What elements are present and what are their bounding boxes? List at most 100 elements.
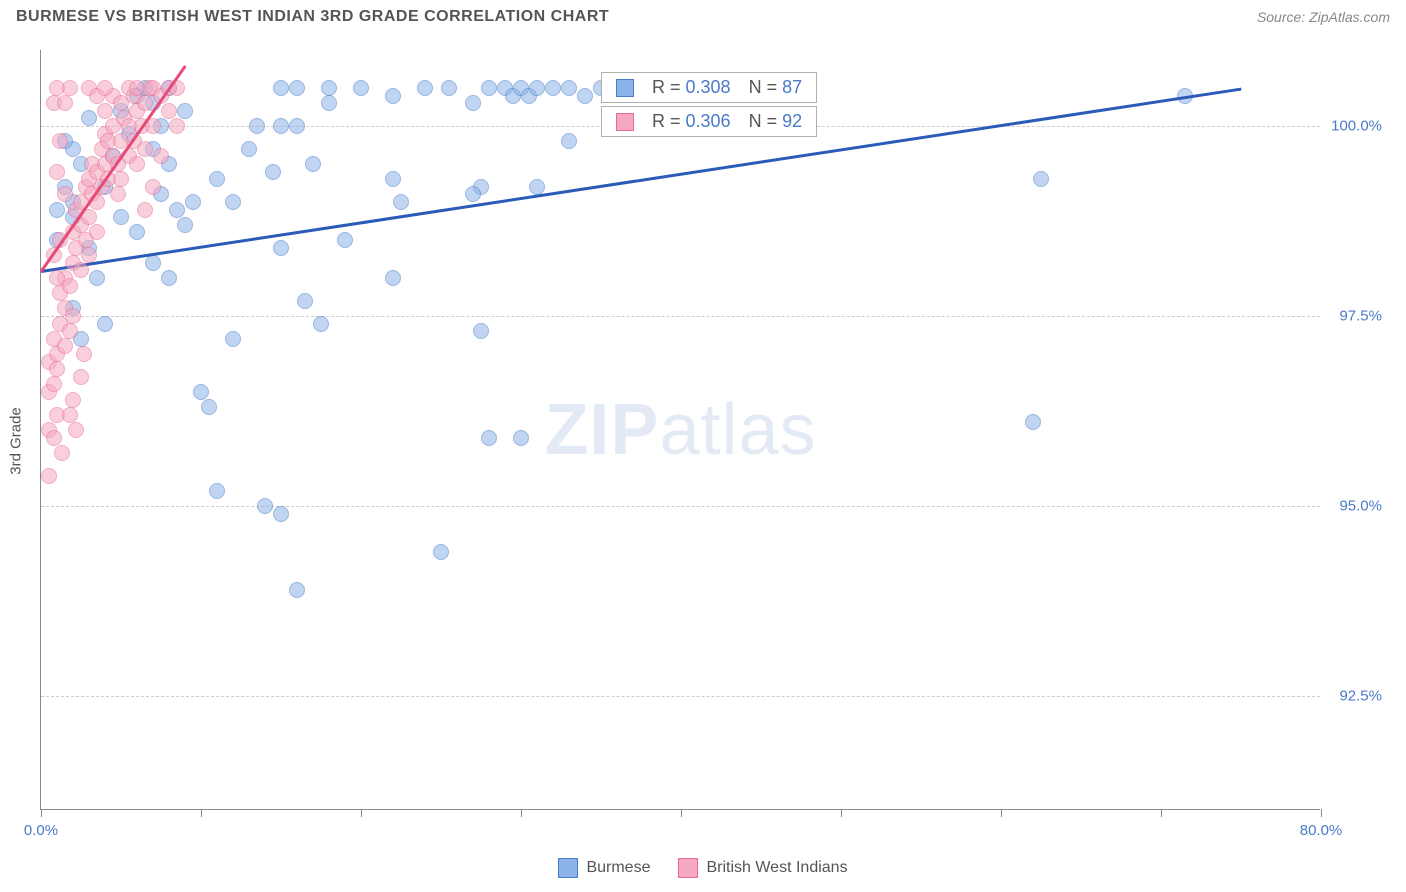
- scatter-point: [209, 171, 225, 187]
- scatter-point: [529, 179, 545, 195]
- scatter-point: [73, 262, 89, 278]
- scatter-point: [177, 217, 193, 233]
- scatter-point: [417, 80, 433, 96]
- x-tick-label: 80.0%: [1300, 822, 1343, 839]
- legend-item: Burmese: [558, 858, 650, 878]
- scatter-point: [137, 141, 153, 157]
- scatter-point: [273, 118, 289, 134]
- scatter-point: [97, 80, 113, 96]
- stats-box: R = 0.306 N = 92: [601, 106, 817, 137]
- scatter-point: [305, 156, 321, 172]
- scatter-point: [169, 202, 185, 218]
- scatter-point: [113, 209, 129, 225]
- scatter-point: [137, 95, 153, 111]
- scatter-point: [161, 270, 177, 286]
- scatter-point: [385, 270, 401, 286]
- gridline: [41, 316, 1320, 317]
- scatter-point: [473, 323, 489, 339]
- scatter-point: [465, 95, 481, 111]
- scatter-point: [1033, 171, 1049, 187]
- scatter-point: [49, 270, 65, 286]
- scatter-point: [209, 483, 225, 499]
- scatter-point: [385, 171, 401, 187]
- y-tick-label: 97.5%: [1339, 308, 1382, 325]
- scatter-point: [353, 80, 369, 96]
- legend-swatch: [616, 79, 634, 97]
- scatter-point: [97, 103, 113, 119]
- x-tick: [1161, 809, 1162, 817]
- x-tick: [1001, 809, 1002, 817]
- watermark: ZIPatlas: [544, 389, 816, 471]
- y-tick-label: 92.5%: [1339, 688, 1382, 705]
- scatter-point: [145, 255, 161, 271]
- legend-swatch: [558, 858, 578, 878]
- scatter-point: [89, 224, 105, 240]
- scatter-point: [81, 247, 97, 263]
- chart-container: ZIPatlas 92.5%95.0%97.5%100.0%0.0%80.0%R…: [40, 40, 1390, 842]
- scatter-point: [81, 110, 97, 126]
- y-tick-label: 95.0%: [1339, 498, 1382, 515]
- scatter-point: [161, 103, 177, 119]
- scatter-point: [62, 80, 78, 96]
- scatter-point: [54, 445, 70, 461]
- legend-item: British West Indians: [678, 858, 847, 878]
- x-tick: [1321, 809, 1322, 817]
- scatter-point: [57, 338, 73, 354]
- scatter-point: [129, 156, 145, 172]
- scatter-point: [41, 468, 57, 484]
- chart-title: BURMESE VS BRITISH WEST INDIAN 3RD GRADE…: [16, 8, 609, 26]
- scatter-point: [297, 293, 313, 309]
- scatter-point: [46, 430, 62, 446]
- x-tick: [521, 809, 522, 817]
- legend-label: British West Indians: [706, 859, 847, 877]
- scatter-point: [577, 88, 593, 104]
- scatter-point: [249, 118, 265, 134]
- stats-r-label: R = 0.308: [652, 77, 731, 98]
- scatter-point: [62, 407, 78, 423]
- scatter-point: [321, 95, 337, 111]
- stats-r-label: R = 0.306: [652, 111, 731, 132]
- scatter-point: [185, 194, 201, 210]
- x-tick: [201, 809, 202, 817]
- scatter-point: [529, 80, 545, 96]
- scatter-point: [225, 331, 241, 347]
- scatter-point: [113, 171, 129, 187]
- scatter-point: [481, 430, 497, 446]
- scatter-point: [273, 240, 289, 256]
- scatter-point: [65, 308, 81, 324]
- x-tick: [361, 809, 362, 817]
- scatter-point: [441, 80, 457, 96]
- scatter-point: [137, 202, 153, 218]
- scatter-point: [129, 224, 145, 240]
- scatter-point: [49, 164, 65, 180]
- scatter-point: [225, 194, 241, 210]
- scatter-point: [46, 376, 62, 392]
- scatter-point: [273, 506, 289, 522]
- y-tick-label: 100.0%: [1331, 118, 1382, 135]
- scatter-point: [393, 194, 409, 210]
- chart-source: Source: ZipAtlas.com: [1257, 9, 1390, 25]
- scatter-point: [97, 316, 113, 332]
- scatter-point: [145, 179, 161, 195]
- y-axis-label: 3rd Grade: [8, 407, 25, 475]
- scatter-point: [57, 95, 73, 111]
- scatter-point: [265, 164, 281, 180]
- scatter-point: [313, 316, 329, 332]
- scatter-point: [289, 118, 305, 134]
- scatter-point: [289, 582, 305, 598]
- scatter-point: [49, 202, 65, 218]
- scatter-point: [76, 346, 92, 362]
- scatter-point: [193, 384, 209, 400]
- scatter-point: [169, 118, 185, 134]
- scatter-point: [73, 369, 89, 385]
- x-tick: [841, 809, 842, 817]
- scatter-point: [62, 323, 78, 339]
- scatter-point: [257, 498, 273, 514]
- scatter-point: [89, 270, 105, 286]
- plot-area: ZIPatlas 92.5%95.0%97.5%100.0%0.0%80.0%R…: [40, 50, 1320, 810]
- bottom-legend: Burmese British West Indians: [0, 858, 1406, 878]
- scatter-point: [153, 148, 169, 164]
- stats-n-label: N = 92: [749, 111, 803, 132]
- scatter-point: [481, 80, 497, 96]
- scatter-point: [321, 80, 337, 96]
